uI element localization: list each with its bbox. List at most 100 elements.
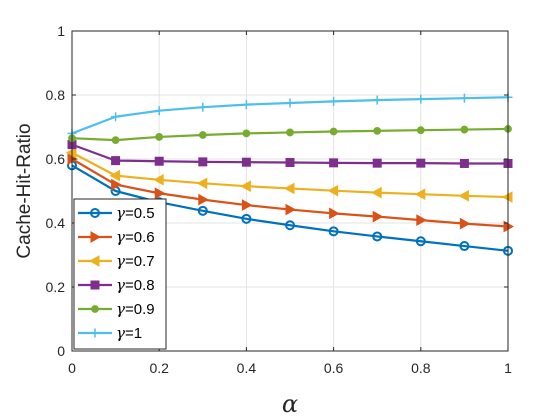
data-point xyxy=(240,180,251,193)
legend-gamma-symbol: γ xyxy=(116,252,125,270)
data-point xyxy=(153,173,164,186)
legend-gamma-symbol: γ xyxy=(116,324,125,342)
data-point xyxy=(241,199,253,211)
data-point xyxy=(285,220,295,231)
legend-swatch-marker xyxy=(90,280,100,290)
data-point xyxy=(371,186,382,199)
legend-label: γ=0.6 xyxy=(116,228,155,246)
data-point xyxy=(416,126,425,135)
legend-swatch-marker xyxy=(91,305,99,313)
axis-ticks: 0 0.2 0.4 0.6 0.8 1 0 0.2 0.4 0.6 0.8 1 xyxy=(46,23,513,376)
legend-label: γ=0.5 xyxy=(116,204,155,222)
legend-gamma-symbol: γ xyxy=(116,204,125,222)
data-point xyxy=(372,95,382,105)
data-point xyxy=(416,214,427,226)
y-tick-label: 0 xyxy=(57,343,65,359)
data-point xyxy=(155,133,164,141)
legend-item: γ=1 xyxy=(78,324,142,342)
legend-label: γ=0.9 xyxy=(116,300,155,318)
data-point xyxy=(154,156,164,166)
series-2 xyxy=(67,153,515,233)
series-line xyxy=(71,164,509,252)
data-point xyxy=(460,125,469,134)
data-point xyxy=(241,213,252,224)
data-point xyxy=(329,96,339,106)
legend-item: γ=0.9 xyxy=(78,300,155,318)
data-point xyxy=(198,131,207,139)
data-point xyxy=(286,128,294,137)
y-tick-label: 0.8 xyxy=(46,87,66,103)
legend-label: γ=0.8 xyxy=(116,276,155,294)
data-point xyxy=(459,241,470,252)
data-point xyxy=(329,158,339,168)
y-tick-label: 0.6 xyxy=(46,151,66,167)
legend-value: =0.8 xyxy=(125,277,155,294)
legend: γ=0.5γ=0.6γ=0.7γ=0.8γ=0.9γ=1 xyxy=(73,198,167,350)
legend-value: =0.5 xyxy=(125,205,155,222)
data-point xyxy=(373,126,382,135)
plot-frame xyxy=(71,30,509,352)
x-tick-label: 0.2 xyxy=(149,360,169,376)
data-point xyxy=(109,169,121,182)
data-point xyxy=(414,188,426,201)
legend-item: γ=0.5 xyxy=(78,204,155,222)
legend-value: =0.9 xyxy=(125,301,155,318)
legend-gamma-symbol: γ xyxy=(116,228,125,246)
data-point xyxy=(154,106,164,116)
data-point xyxy=(154,187,166,200)
data-point xyxy=(329,127,338,136)
x-tick-label: 0.8 xyxy=(411,360,431,376)
data-point xyxy=(372,231,383,242)
y-tick-label: 0.4 xyxy=(46,215,66,231)
data-point xyxy=(372,210,384,223)
data-point xyxy=(111,178,122,191)
legend-gamma-symbol: γ xyxy=(116,300,125,318)
y-axis-label: Cache-Hit-Ratio xyxy=(14,123,35,258)
legend-swatch-marker xyxy=(90,208,100,218)
data-point xyxy=(329,207,340,220)
data-point xyxy=(458,189,469,202)
legend-swatch-marker xyxy=(90,231,102,243)
data-point xyxy=(285,203,297,216)
data-point xyxy=(197,205,208,216)
data-point xyxy=(111,136,120,145)
series-3 xyxy=(65,146,513,203)
data-point xyxy=(283,182,295,195)
data-point xyxy=(415,236,426,247)
x-tick-label: 1 xyxy=(504,360,512,376)
data-point xyxy=(196,177,208,190)
data-point xyxy=(198,193,209,206)
data-point xyxy=(285,158,295,168)
legend-gamma-symbol: γ xyxy=(116,276,125,294)
data-point xyxy=(198,102,208,112)
data-point xyxy=(241,100,251,110)
data-point xyxy=(459,158,469,168)
data-point xyxy=(459,93,469,103)
data-point xyxy=(241,157,251,167)
y-tick-label: 1 xyxy=(57,23,65,39)
data-point xyxy=(416,94,426,104)
x-tick-label: 0 xyxy=(68,360,76,376)
legend-box xyxy=(73,198,167,350)
legend-label: γ=0.7 xyxy=(116,252,155,270)
data-point xyxy=(328,226,339,237)
y-tick-label: 0.2 xyxy=(46,279,66,295)
legend-value: =0.7 xyxy=(125,253,155,270)
data-point xyxy=(111,156,121,166)
data-point xyxy=(242,129,251,138)
data-point xyxy=(198,157,208,167)
data-point xyxy=(416,158,426,168)
legend-value: =0.6 xyxy=(125,229,155,246)
x-axis-label: α xyxy=(282,390,298,418)
data-point xyxy=(327,184,339,197)
data-point xyxy=(459,217,471,230)
legend-item: γ=0.8 xyxy=(78,276,155,294)
legend-item: γ=0.6 xyxy=(78,228,155,246)
legend-item: γ=0.7 xyxy=(78,252,155,270)
data-point xyxy=(372,158,382,168)
legend-swatch-marker xyxy=(90,328,100,338)
legend-label: γ=1 xyxy=(116,324,142,342)
x-tick-label: 0.4 xyxy=(237,360,257,376)
series-1 xyxy=(67,160,513,256)
